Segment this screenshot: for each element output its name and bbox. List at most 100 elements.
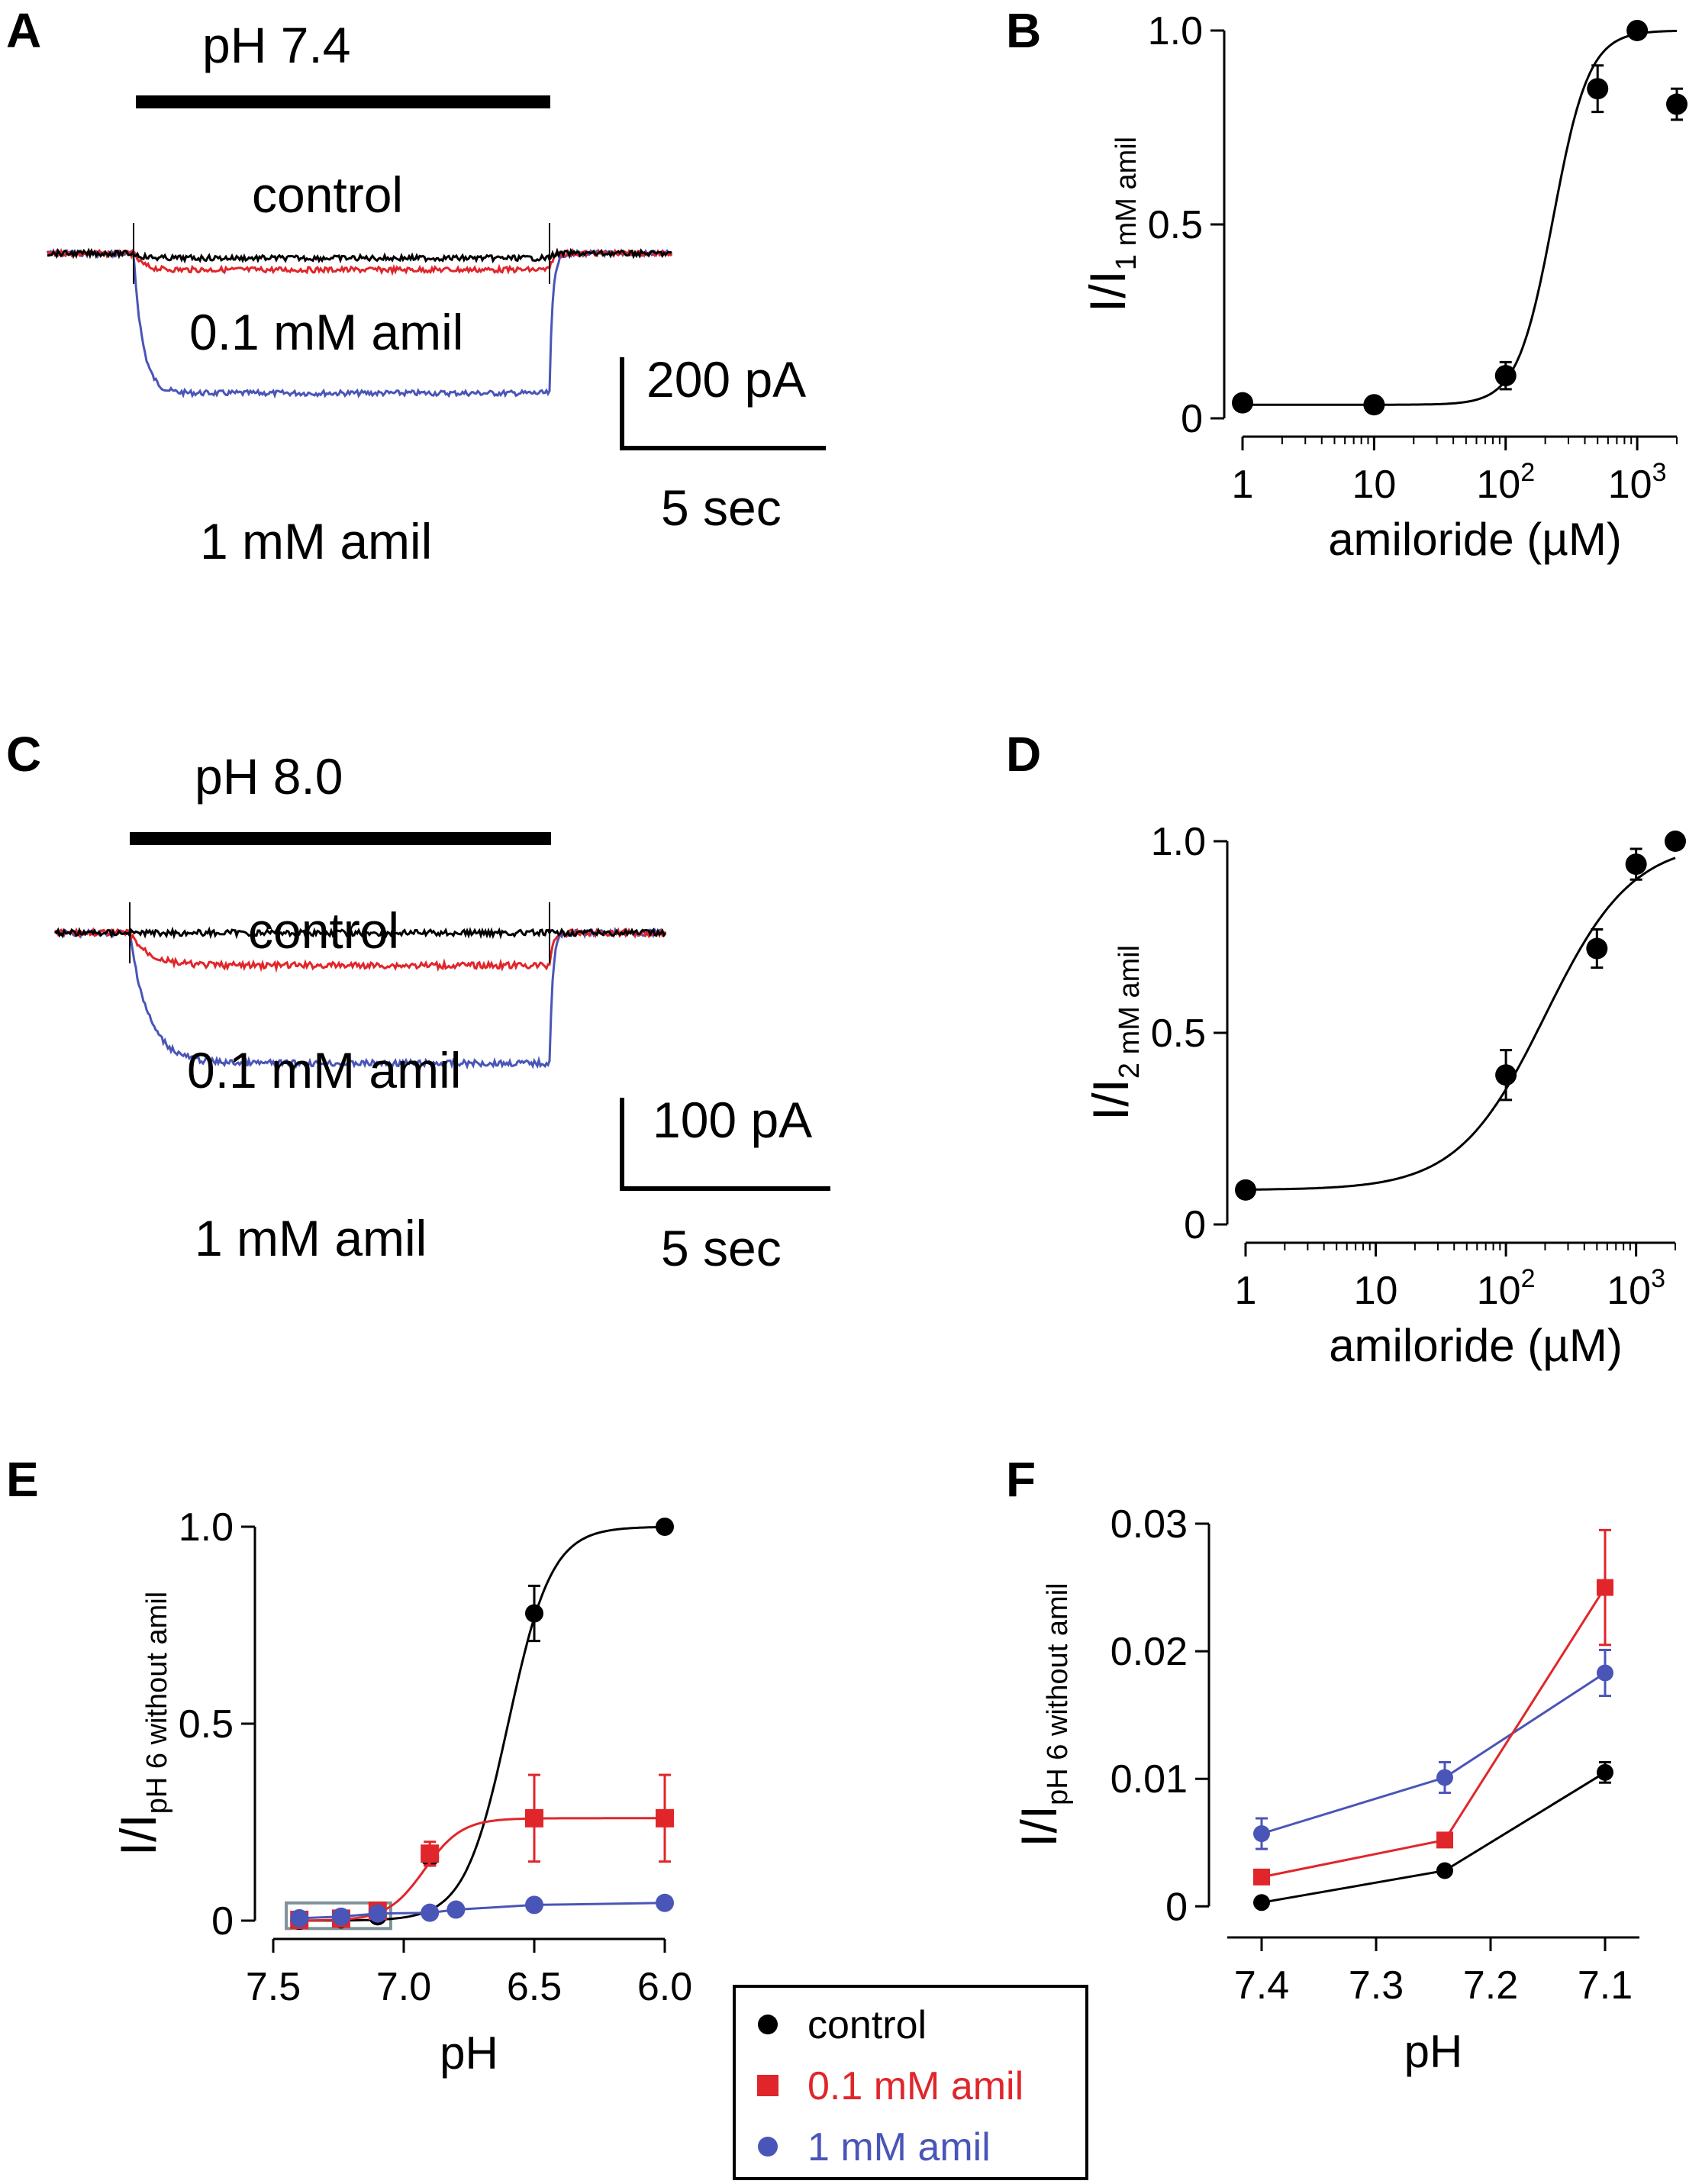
x-tick-label: 10 bbox=[1352, 463, 1396, 507]
data-point-amil-1 bbox=[1253, 1825, 1270, 1843]
legend-marker-amil-1 bbox=[758, 2137, 778, 2157]
y-tick-label: 0.5 bbox=[1148, 203, 1203, 247]
data-point-amil-0-1 bbox=[1597, 1579, 1613, 1596]
y-tick-label: 0.5 bbox=[1151, 1011, 1206, 1056]
data-point bbox=[1626, 20, 1649, 41]
data-point-amil-1 bbox=[525, 1895, 543, 1915]
data-point-amil-1 bbox=[421, 1903, 440, 1922]
x-tick-label: 103 bbox=[1607, 1264, 1665, 1313]
stimulus-label-a: pH 7.4 bbox=[202, 17, 350, 73]
chart-e: E 0 0.5 1.0 7.5 7.0 6.5 6.0 pH I/IpH 6 without am… bbox=[6, 1452, 692, 2079]
x-axis-title-f: pH bbox=[1404, 2026, 1463, 2077]
data-point-amil-1 bbox=[1597, 1664, 1613, 1682]
data-point-control bbox=[525, 1604, 543, 1623]
x-axis-title-e: pH bbox=[440, 2028, 498, 2079]
data-point-control bbox=[656, 1518, 674, 1536]
x-axis-title-b: amiloride (µM) bbox=[1328, 514, 1622, 565]
legend-label-amil-0-1: 0.1 mM amil bbox=[807, 2064, 1023, 2108]
y-tick-label: 0.01 bbox=[1110, 1757, 1188, 1802]
data-point-amil-0-1 bbox=[525, 1808, 543, 1828]
scale-current-a: 200 pA bbox=[646, 351, 806, 408]
legend: control 0.1 mM amil 1 mM amil bbox=[733, 1985, 1088, 2180]
data-point-control bbox=[1436, 1862, 1453, 1879]
data-point bbox=[1495, 1064, 1517, 1086]
trace-control bbox=[47, 247, 672, 264]
y-tick-label: 1.0 bbox=[1151, 820, 1206, 864]
x-tick-label: 7.3 bbox=[1349, 1963, 1404, 2008]
data-point bbox=[1232, 392, 1253, 414]
panel-letter-d: D bbox=[1006, 727, 1041, 782]
legend-marker-control bbox=[758, 2015, 778, 2034]
y-tick-label: 1.0 bbox=[179, 1505, 234, 1550]
panel-c-traces: C pH 8.0 control 0.1 mM amil 1 mM amil 1… bbox=[6, 727, 830, 1276]
panel-letter-b: B bbox=[1006, 3, 1041, 58]
trace-label-amil-1-c: 1 mM amil bbox=[195, 1210, 427, 1266]
trace-label-control-c: control bbox=[248, 902, 399, 959]
x-tick-label: 103 bbox=[1608, 458, 1667, 507]
x-tick-label: 7.0 bbox=[376, 1965, 431, 2009]
y-tick-label: 0.02 bbox=[1110, 1630, 1188, 1674]
data-point-amil-1 bbox=[331, 1907, 350, 1926]
trace-control bbox=[54, 926, 667, 940]
fit-curve bbox=[1243, 30, 1677, 406]
x-tick-label: 102 bbox=[1476, 458, 1535, 507]
legend-label-amil-1: 1 mM amil bbox=[807, 2125, 991, 2169]
x-tick-label: 7.4 bbox=[1234, 1963, 1289, 2008]
panel-letter-e: E bbox=[6, 1452, 39, 1507]
current-traces-a bbox=[46, 223, 673, 399]
trace-label-control-a: control bbox=[252, 166, 403, 223]
panel-letter-c: C bbox=[6, 727, 41, 782]
x-tick-label: 1 bbox=[1232, 463, 1254, 507]
x-tick-label: 7.2 bbox=[1463, 1963, 1518, 2008]
y-tick-label: 0.5 bbox=[179, 1702, 234, 1747]
legend-box bbox=[733, 1985, 1088, 2180]
trace-label-amil-0-1-c: 0.1 mM amil bbox=[187, 1042, 461, 1098]
x-tick-label: 6.5 bbox=[507, 1965, 562, 2009]
data-point bbox=[1665, 831, 1686, 852]
data-point bbox=[1666, 93, 1687, 115]
trace-label-amil-1-a: 1 mM amil bbox=[200, 513, 432, 569]
data-point-amil-1 bbox=[1436, 1769, 1453, 1786]
y-axis-title-f: I/IpH 6 without amil bbox=[1011, 1582, 1074, 1847]
stimulus-bar-c bbox=[130, 832, 551, 845]
x-tick-label: 1 bbox=[1235, 1269, 1257, 1313]
fit-curve-control bbox=[299, 1525, 665, 1922]
x-tick-label: 6.0 bbox=[637, 1965, 692, 2009]
legend-items: control 0.1 mM amil 1 mM amil bbox=[757, 2003, 1023, 2169]
scale-time-a: 5 sec bbox=[661, 479, 782, 536]
scale-current-c: 100 pA bbox=[653, 1092, 812, 1148]
y-tick-label: 0.03 bbox=[1110, 1502, 1188, 1547]
data-point bbox=[1363, 394, 1385, 416]
chart-f: F 0 0.01 0.02 0.03 7.4 7.3 7.2 7.1 pH I/IpH 6 with… bbox=[1006, 1452, 1639, 2077]
y-tick-label: 0 bbox=[1165, 1885, 1188, 1929]
panel-letter-f: F bbox=[1006, 1452, 1036, 1507]
y-tick-label: 1.0 bbox=[1148, 9, 1203, 53]
data-point-control bbox=[1253, 1894, 1270, 1911]
data-point-amil-1 bbox=[446, 1900, 466, 1919]
data-point-amil-0-1 bbox=[421, 1844, 440, 1863]
y-tick-label: 0 bbox=[211, 1899, 234, 1944]
data-point bbox=[1586, 937, 1608, 960]
scale-time-c: 5 sec bbox=[661, 1220, 782, 1276]
x-tick-label: 102 bbox=[1477, 1264, 1536, 1313]
legend-marker-amil-0-1 bbox=[757, 2075, 778, 2096]
y-axis-title-e: I/IpH 6 without amil bbox=[110, 1592, 173, 1856]
fit-curve-amil-0-1 bbox=[299, 1817, 665, 1922]
x-axis-title-d: amiloride (µM) bbox=[1329, 1320, 1623, 1371]
current-traces-c bbox=[53, 902, 667, 1070]
data-point-amil-0-1 bbox=[1253, 1868, 1270, 1886]
x-tick-label: 7.5 bbox=[246, 1965, 301, 2009]
y-axis-title-b: I/I1 mM amil bbox=[1079, 137, 1143, 312]
chart-d: D 0 0.5 1.0 1 10 102 103 amiloride (µM) I/I2 mM a… bbox=[1006, 727, 1686, 1371]
zoom-inset-box bbox=[285, 1901, 392, 1931]
x-tick-label: 10 bbox=[1354, 1269, 1398, 1313]
data-point-amil-0-1 bbox=[1436, 1831, 1453, 1849]
data-point-amil-0-1 bbox=[656, 1808, 674, 1828]
legend-label-control: control bbox=[807, 2003, 927, 2047]
trace-label-amil-0-1-a: 0.1 mM amil bbox=[189, 304, 463, 360]
fit-curve bbox=[1245, 857, 1676, 1191]
data-point-control bbox=[1597, 1763, 1613, 1781]
x-tick-label: 7.1 bbox=[1578, 1963, 1633, 2008]
panel-letter-a: A bbox=[6, 3, 41, 58]
